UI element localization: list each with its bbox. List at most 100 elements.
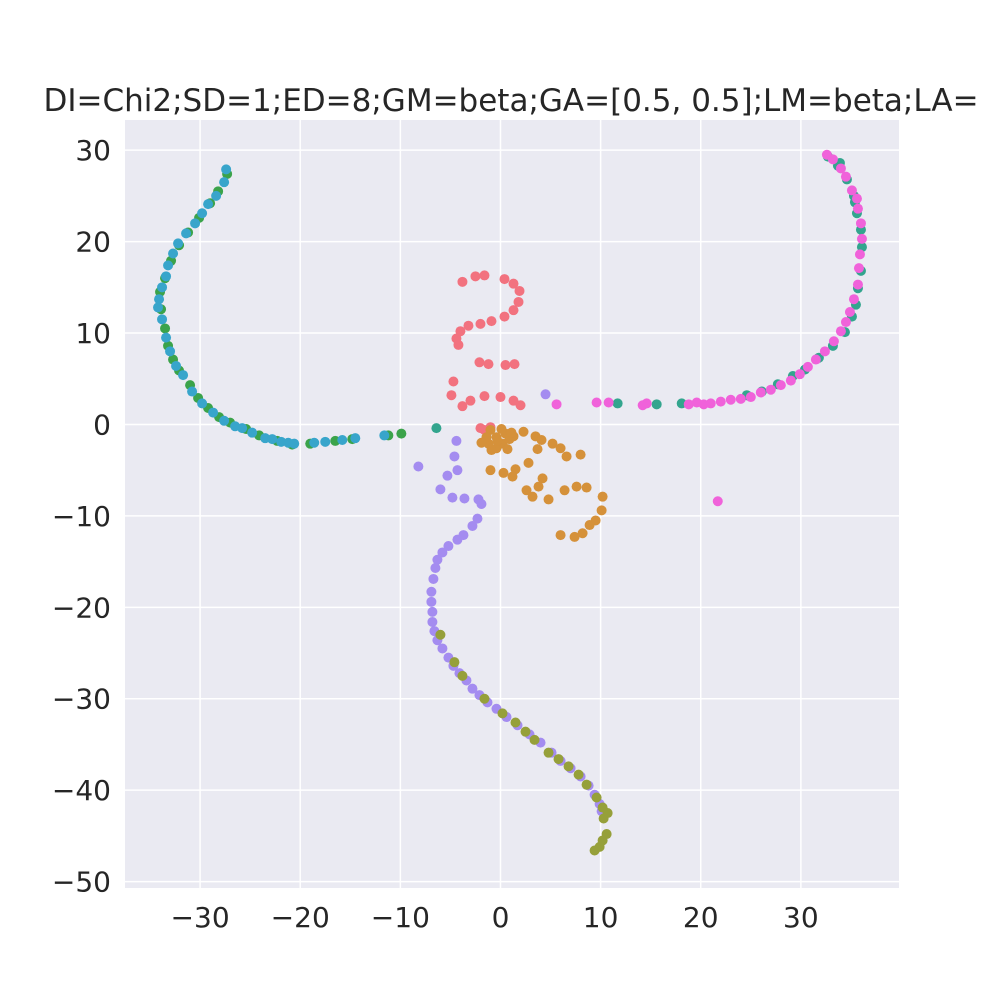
data-point <box>855 218 866 229</box>
data-point <box>350 433 361 444</box>
data-point <box>153 302 164 313</box>
data-point <box>437 547 448 558</box>
y-axis-ticks: 30 20 10 0 −10 −20 −30 −40 −50 <box>52 134 111 898</box>
data-point <box>435 484 446 495</box>
data-point <box>492 435 503 446</box>
data-point <box>208 407 219 418</box>
data-points <box>153 149 867 856</box>
y-tick-label: 20 <box>75 226 111 259</box>
data-point <box>237 423 248 434</box>
chart-title: DI=Chi2;SD=1;ED=8;GM=beta;GA=[0.5, 0.5];… <box>43 83 978 119</box>
data-point <box>476 437 487 448</box>
data-point <box>551 399 562 410</box>
data-point <box>203 199 214 210</box>
data-point <box>449 657 460 668</box>
data-point <box>515 400 526 411</box>
x-tick-label: −30 <box>171 901 230 934</box>
y-tick-label: 0 <box>93 408 111 441</box>
data-point <box>502 444 513 455</box>
x-tick-label: 30 <box>783 901 819 934</box>
data-point <box>598 813 609 824</box>
data-point <box>452 534 463 545</box>
data-point <box>457 401 468 412</box>
data-point <box>577 528 588 539</box>
data-point <box>432 554 443 565</box>
data-point <box>547 438 558 449</box>
data-point <box>426 596 437 607</box>
data-point <box>856 233 867 244</box>
data-point <box>178 370 189 381</box>
data-point <box>529 734 540 745</box>
data-point <box>211 190 222 201</box>
data-point <box>157 314 168 325</box>
data-point <box>497 708 508 719</box>
data-point <box>431 423 442 434</box>
data-point <box>651 399 662 410</box>
data-point <box>563 761 574 772</box>
data-point <box>510 717 521 728</box>
y-tick-label: −20 <box>52 591 111 624</box>
data-point <box>467 520 478 531</box>
data-point <box>442 470 453 481</box>
data-point <box>775 380 786 391</box>
data-point <box>447 492 458 503</box>
data-point <box>499 311 510 322</box>
data-point <box>581 779 592 790</box>
y-tick-label: −10 <box>52 500 111 533</box>
data-point <box>536 435 547 445</box>
data-point <box>527 491 538 502</box>
data-point <box>810 354 821 365</box>
data-point <box>543 494 554 505</box>
data-point <box>785 375 796 386</box>
data-point <box>540 389 551 400</box>
data-point <box>851 193 862 204</box>
data-point <box>449 451 460 462</box>
data-point <box>715 396 726 407</box>
data-point <box>479 270 490 281</box>
data-point <box>755 387 766 398</box>
data-point <box>455 326 466 337</box>
data-point <box>589 845 600 856</box>
data-point <box>765 384 776 395</box>
data-point <box>520 726 531 737</box>
data-point <box>506 427 517 438</box>
data-point <box>555 530 566 541</box>
y-tick-label: −50 <box>52 866 111 899</box>
data-point <box>163 260 174 271</box>
data-point <box>467 683 478 694</box>
data-point <box>430 563 441 573</box>
data-point <box>846 185 857 196</box>
data-point <box>854 249 865 260</box>
x-tick-label: −20 <box>271 901 330 934</box>
data-point <box>691 397 702 408</box>
data-point <box>396 428 407 439</box>
data-point <box>802 361 813 372</box>
data-point <box>479 693 490 704</box>
data-point <box>495 392 506 403</box>
data-point <box>475 318 486 329</box>
data-point <box>452 465 463 476</box>
data-point <box>219 177 230 188</box>
x-tick-label: 10 <box>583 901 619 934</box>
data-point <box>320 436 331 447</box>
data-point <box>463 320 474 331</box>
data-point <box>571 481 582 492</box>
data-point <box>171 360 182 371</box>
data-point <box>499 274 510 285</box>
data-point <box>247 427 258 438</box>
data-point <box>465 395 476 406</box>
data-point <box>533 481 544 492</box>
data-point <box>457 276 468 287</box>
data-point <box>448 376 459 387</box>
data-point <box>190 218 201 229</box>
data-point <box>427 606 438 617</box>
data-point <box>451 435 462 446</box>
data-point <box>637 400 648 411</box>
data-point <box>453 339 464 350</box>
x-tick-label: −10 <box>371 901 430 934</box>
data-point <box>485 465 496 476</box>
data-point <box>221 164 232 175</box>
data-point <box>379 430 390 441</box>
